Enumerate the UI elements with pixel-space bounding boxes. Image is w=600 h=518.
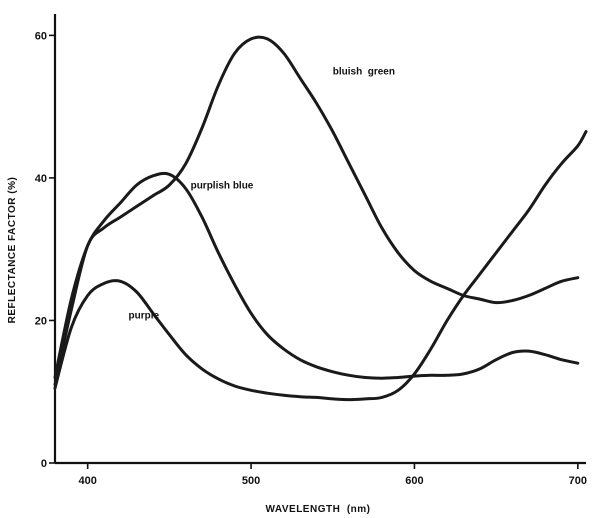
x-tick-label-600: 600 <box>405 475 423 487</box>
series-line-purple <box>53 130 588 402</box>
y-tick-label-20: 20 <box>35 315 47 327</box>
x-ticks: 400 500 600 700 <box>78 463 587 487</box>
series-line-purplish-blue <box>53 171 580 380</box>
series-label-0: bluish green <box>333 67 395 78</box>
y-tick-label-0: 0 <box>41 458 47 470</box>
y-axis-title: REFLECTANCE FACTOR (%) <box>7 177 18 324</box>
series-line-bluish-green <box>53 35 580 387</box>
x-tick-label-500: 500 <box>242 475 260 487</box>
y-tick-label-60: 60 <box>35 30 47 42</box>
annotation-layer: bluish green purplish blue purple <box>129 67 395 322</box>
y-tick-label-40: 40 <box>35 173 47 185</box>
series-label-1: purplish blue <box>191 181 254 192</box>
x-tick-label-400: 400 <box>78 475 96 487</box>
x-tick-label-700: 700 <box>569 475 587 487</box>
x-axis-title: WAVELENGTH (nm) <box>265 504 370 515</box>
y-ticks: 0 20 40 60 <box>35 30 55 470</box>
series-layer <box>53 35 588 402</box>
series-label-2: purple <box>129 310 160 321</box>
